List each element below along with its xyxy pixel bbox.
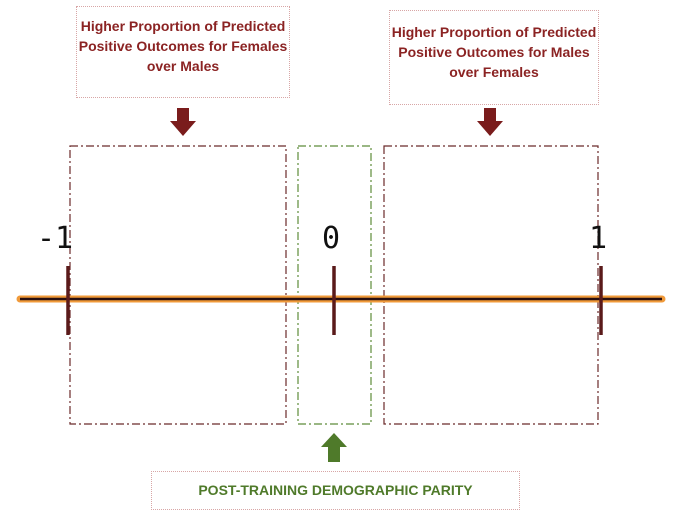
- tick-label-pos1: 1: [589, 221, 608, 256]
- parity-callout: POST-TRAINING DEMOGRAPHIC PARITY: [151, 471, 520, 510]
- female-favored-callout: Higher Proportion of Predicted Positive …: [76, 6, 290, 98]
- male-favored-region: [383, 145, 599, 425]
- left-down-arrow-icon: [170, 108, 196, 136]
- tick-label-neg1: -1: [37, 221, 74, 256]
- female-favored-region: [69, 145, 287, 425]
- parity-region: [297, 145, 372, 425]
- right-down-arrow-icon: [477, 108, 503, 136]
- male-favored-callout: Higher Proportion of Predicted Positive …: [389, 10, 599, 105]
- tick-label-zero: 0: [322, 221, 341, 256]
- up-arrow-icon: [321, 433, 347, 462]
